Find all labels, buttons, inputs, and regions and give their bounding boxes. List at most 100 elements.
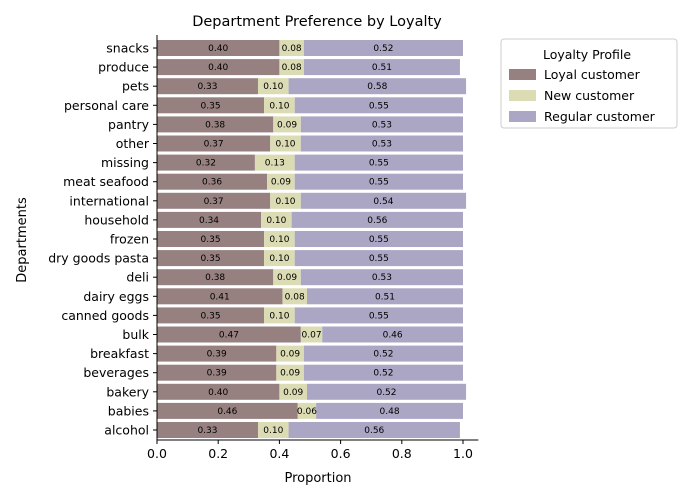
value-label-babies-loyal-customer: 0.46 bbox=[217, 407, 237, 417]
value-label-international-new-customer: 0.10 bbox=[275, 197, 295, 207]
x-axis-label: Proportion bbox=[284, 471, 351, 486]
bar-international-regular-customer bbox=[300, 192, 467, 209]
value-label-pets-new-customer: 0.10 bbox=[263, 82, 283, 92]
value-label-household-new-customer: 0.10 bbox=[266, 216, 286, 226]
bar-dry-goods-pasta-regular-customer bbox=[294, 250, 463, 267]
bar-produce-new-customer bbox=[279, 59, 304, 76]
value-label-meat-seafood-regular-customer: 0.55 bbox=[369, 178, 389, 188]
bar-beverages-loyal-customer bbox=[157, 364, 277, 381]
bar-pets-regular-customer bbox=[288, 78, 467, 95]
bar-household-regular-customer bbox=[291, 211, 463, 228]
legend-swatch-regular-customer bbox=[509, 111, 536, 122]
value-label-bulk-new-customer: 0.07 bbox=[302, 331, 322, 341]
bar-pantry-loyal-customer bbox=[157, 116, 274, 133]
bar-other-regular-customer bbox=[300, 135, 463, 152]
y-axis-label: Departments bbox=[15, 197, 30, 283]
y-tick-label-pets: pets bbox=[122, 79, 149, 94]
value-label-dry-goods-pasta-regular-customer: 0.55 bbox=[369, 254, 389, 264]
value-label-frozen-regular-customer: 0.55 bbox=[369, 235, 389, 245]
value-label-produce-loyal-customer: 0.40 bbox=[208, 63, 228, 73]
value-label-other-new-customer: 0.10 bbox=[275, 140, 295, 150]
bar-canned-goods-regular-customer bbox=[294, 307, 463, 324]
value-label-dry-goods-pasta-loyal-customer: 0.35 bbox=[201, 254, 221, 264]
value-label-bakery-new-customer: 0.09 bbox=[283, 388, 303, 398]
bar-pets-new-customer bbox=[257, 78, 289, 95]
bar-snacks-regular-customer bbox=[303, 40, 463, 56]
x-tick-label-0-0: 0.0 bbox=[147, 446, 167, 461]
value-label-alcohol-loyal-customer: 0.33 bbox=[197, 426, 217, 436]
legend-title: Loyalty Profile bbox=[543, 47, 631, 62]
bar-meat-seafood-regular-customer bbox=[294, 173, 463, 190]
legend-frame bbox=[500, 38, 678, 129]
legend-label-new-customer: New customer bbox=[544, 88, 635, 103]
y-tick-label-babies: babies bbox=[108, 403, 149, 418]
bar-pantry-regular-customer bbox=[300, 116, 463, 133]
y-tick-label-produce: produce bbox=[98, 60, 149, 75]
value-label-deli-loyal-customer: 0.38 bbox=[205, 273, 225, 283]
value-label-dairy-eggs-new-customer: 0.08 bbox=[285, 292, 305, 302]
chart-title: Department Preference by Loyalty bbox=[192, 14, 442, 30]
y-tick-label-household: household bbox=[84, 212, 149, 227]
bar-personal-care-new-customer bbox=[264, 97, 295, 114]
bar-missing-new-customer bbox=[254, 154, 295, 171]
bar-breakfast-regular-customer bbox=[303, 345, 463, 362]
y-tick-label-breakfast: breakfast bbox=[90, 346, 149, 361]
legend: Loyalty Profile Loyal customer New custom… bbox=[500, 38, 678, 129]
value-label-bakery-regular-customer: 0.52 bbox=[376, 388, 396, 398]
value-label-pantry-loyal-customer: 0.38 bbox=[205, 120, 225, 130]
bar-dairy-eggs-loyal-customer bbox=[157, 288, 283, 305]
bar-frozen-new-customer bbox=[264, 231, 295, 247]
bar-beverages-regular-customer bbox=[303, 364, 463, 381]
value-label-international-regular-customer: 0.54 bbox=[373, 197, 393, 207]
y-tick-label-canned-goods: canned goods bbox=[61, 308, 149, 323]
y-tick-label-pantry: pantry bbox=[108, 117, 150, 132]
legend-label-regular-customer: Regular customer bbox=[544, 109, 656, 124]
bar-babies-loyal-customer bbox=[157, 402, 298, 419]
bar-breakfast-loyal-customer bbox=[157, 345, 277, 362]
bar-personal-care-loyal-customer bbox=[157, 97, 265, 114]
y-tick-label-other: other bbox=[116, 136, 150, 151]
bar-international-loyal-customer bbox=[157, 192, 271, 209]
value-label-missing-new-customer: 0.13 bbox=[265, 159, 285, 169]
bar-household-loyal-customer bbox=[157, 211, 262, 228]
value-label-breakfast-loyal-customer: 0.39 bbox=[207, 350, 227, 360]
value-label-deli-new-customer: 0.09 bbox=[277, 273, 297, 283]
x-tick-label-0-6: 0.6 bbox=[331, 446, 351, 461]
bar-missing-loyal-customer bbox=[157, 154, 255, 171]
value-label-pantry-regular-customer: 0.53 bbox=[372, 120, 392, 130]
value-label-personal-care-loyal-customer: 0.35 bbox=[201, 101, 221, 111]
value-label-missing-loyal-customer: 0.32 bbox=[196, 159, 216, 169]
value-label-other-loyal-customer: 0.37 bbox=[204, 140, 224, 150]
bar-babies-regular-customer bbox=[316, 402, 463, 419]
value-label-frozen-loyal-customer: 0.35 bbox=[201, 235, 221, 245]
bar-dry-goods-pasta-loyal-customer bbox=[157, 250, 265, 267]
value-label-household-regular-customer: 0.56 bbox=[367, 216, 387, 226]
value-label-pets-regular-customer: 0.58 bbox=[367, 82, 387, 92]
bar-other-loyal-customer bbox=[157, 135, 271, 152]
value-label-canned-goods-regular-customer: 0.55 bbox=[369, 311, 389, 321]
bar-dry-goods-pasta-new-customer bbox=[264, 250, 295, 267]
bar-alcohol-new-customer bbox=[257, 422, 289, 438]
bar-international-new-customer bbox=[270, 192, 301, 209]
value-label-personal-care-regular-customer: 0.55 bbox=[369, 101, 389, 111]
y-tick-label-missing: missing bbox=[101, 155, 149, 170]
bar-frozen-loyal-customer bbox=[157, 231, 265, 247]
legend-swatch-loyal-customer bbox=[509, 69, 536, 80]
bar-pantry-new-customer bbox=[273, 116, 301, 133]
value-label-household-loyal-customer: 0.34 bbox=[199, 216, 219, 226]
bar-produce-regular-customer bbox=[303, 59, 460, 76]
x-tick-label-0-2: 0.2 bbox=[208, 446, 228, 461]
y-tick-label-alcohol: alcohol bbox=[104, 423, 149, 438]
value-label-international-loyal-customer: 0.37 bbox=[204, 197, 224, 207]
y-tick-label-frozen: frozen bbox=[110, 232, 149, 247]
y-tick-label-deli: deli bbox=[126, 270, 149, 285]
value-label-other-regular-customer: 0.53 bbox=[372, 140, 392, 150]
y-tick-label-bulk: bulk bbox=[122, 327, 149, 342]
bar-alcohol-regular-customer bbox=[288, 422, 460, 438]
bar-deli-new-customer bbox=[273, 269, 301, 286]
bar-frozen-regular-customer bbox=[294, 231, 463, 247]
value-label-bulk-loyal-customer: 0.47 bbox=[219, 331, 239, 341]
value-label-snacks-regular-customer: 0.52 bbox=[373, 44, 393, 54]
y-tick-label-dairy-eggs: dairy eggs bbox=[83, 289, 149, 304]
